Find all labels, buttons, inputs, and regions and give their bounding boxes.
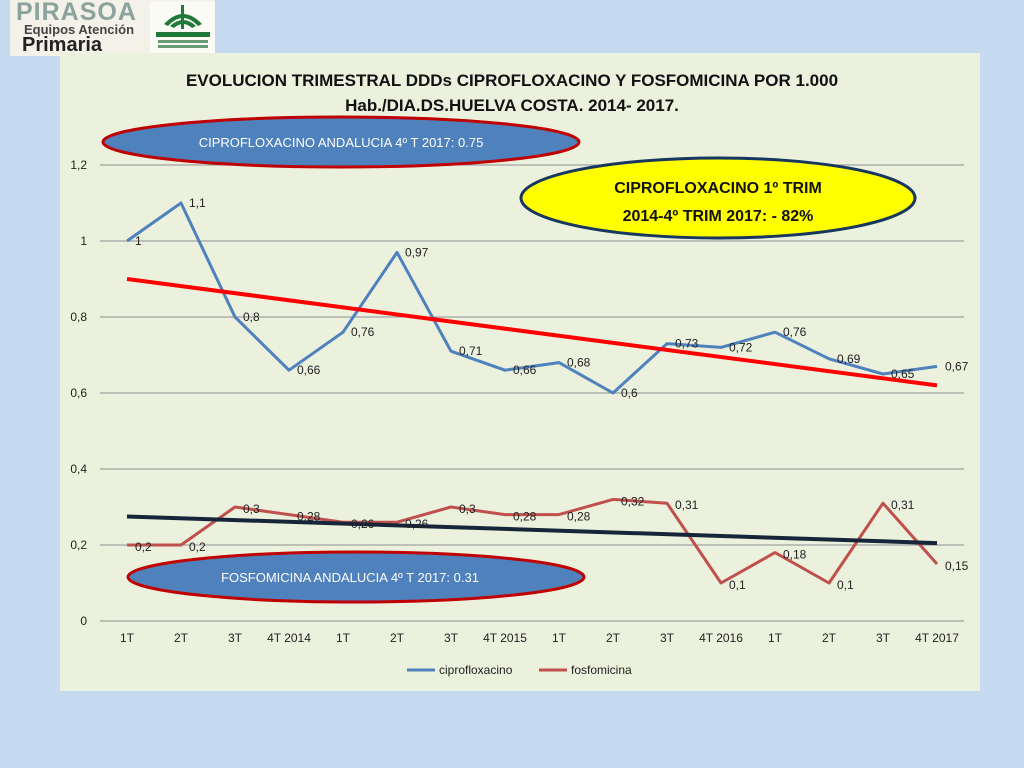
data-label: 0,15: [945, 559, 969, 573]
x-tick-label: 2T: [390, 631, 405, 645]
data-label: 0,28: [297, 510, 321, 524]
data-label: 0,66: [513, 363, 537, 377]
annotation-text-fosfo-andalucia: FOSFOMICINA ANDALUCIA 4º T 2017: 0.31: [221, 570, 479, 585]
pirasoa-logo: PIRASOA Equipos Atención Primaria: [10, 0, 215, 56]
x-tick-label: 3T: [660, 631, 675, 645]
data-labels: 1 1,1 0,8 0,66 0,76 0,97 0,71 0,66 0,68 0,6 0,73 0,…: [135, 196, 969, 592]
annotation-fosfo-andalucia: FOSFOMICINA ANDALUCIA 4º T 2017: 0.31: [126, 550, 586, 604]
x-tick-label: 4T 2017: [915, 631, 959, 645]
x-tick-label: 2T: [606, 631, 621, 645]
trendline-ciprofloxacino: [126, 277, 938, 388]
legend-label-fosfo: fosfomicina: [571, 663, 632, 677]
annotation-ellipse-cipro-andalucia: [101, 115, 581, 169]
y-tick-label: 0,8: [70, 310, 87, 324]
x-tick-label: 3T: [444, 631, 459, 645]
data-label: 0,6: [621, 386, 638, 400]
x-tick-label: 3T: [228, 631, 243, 645]
data-label: 0,1: [729, 578, 746, 592]
x-tick-label: 1T: [768, 631, 783, 645]
y-tick-label: 0: [80, 614, 87, 628]
y-tick-label: 0,6: [70, 386, 87, 400]
data-label: 0,26: [351, 517, 375, 531]
x-tick-label: 3T: [876, 631, 891, 645]
data-label: 0,28: [513, 510, 537, 524]
trendlines: [126, 277, 938, 546]
annotation-text-cipro-reduction-1: CIPROFLOXACINO 1º TRIM: [614, 180, 822, 197]
trendline-fosfomicina: [126, 514, 938, 546]
data-label: 0,73: [675, 337, 699, 351]
logo-equipos-text: Equipos Atención: [24, 22, 135, 37]
data-label: 0,28: [567, 510, 591, 524]
data-label: 0,31: [891, 498, 915, 512]
x-tick-label: 4T 2014: [267, 631, 311, 645]
chart-title: EVOLUCION TRIMESTRAL DDDs CIPROFLOXACINO…: [0, 68, 1024, 118]
annotation-text-cipro-reduction-2: 2014-4º TRIM 2017: - 82%: [623, 208, 814, 225]
data-label: 0,8: [243, 310, 260, 324]
annotation-text-cipro-andalucia: CIPROFLOXACINO ANDALUCIA 4º T 2017: 0.75: [199, 135, 484, 150]
x-axis-labels: 1T 2T 3T 4T 2014 1T 2T 3T 4T 2015 1T 2T 3T 4T 2016 1…: [120, 631, 959, 645]
chart-legend: ciprofloxacino fosfomicina: [407, 663, 632, 677]
data-label: 0,69: [837, 352, 861, 366]
y-tick-label: 1,2: [70, 158, 87, 172]
series-line-ciprofloxacino: [126, 201, 938, 395]
data-label: 0,3: [243, 502, 260, 516]
y-tick-label: 1: [80, 234, 87, 248]
data-label: 0,2: [135, 540, 152, 554]
data-label: 1,1: [189, 196, 206, 210]
series-layer: [126, 201, 939, 585]
data-label: 0,31: [675, 498, 699, 512]
data-label: 0,76: [783, 325, 807, 339]
legend-label-cipro: ciprofloxacino: [439, 663, 513, 677]
data-label: 0,18: [783, 548, 807, 562]
chart-title-line2: Hab./DIA.DS.HUELVA COSTA. 2014- 2017.: [345, 96, 679, 115]
junta-andalucia-seal: [150, 2, 215, 54]
x-tick-label: 4T 2016: [699, 631, 743, 645]
gridlines: [100, 164, 964, 622]
data-label: 0,1: [837, 578, 854, 592]
data-label: 0,76: [351, 325, 375, 339]
data-label: 0,71: [459, 344, 483, 358]
data-label: 0,3: [459, 502, 476, 516]
data-label: 0,72: [729, 340, 753, 354]
data-label: 0,66: [297, 363, 321, 377]
logo-primaria-text: Primaria: [22, 34, 103, 56]
data-label: 0,32: [621, 494, 645, 508]
annotation-cipro-reduction: CIPROFLOXACINO 1º TRIM 2014-4º TRIM 2017…: [519, 156, 917, 240]
y-tick-label: 0,2: [70, 538, 87, 552]
x-tick-label: 2T: [174, 631, 189, 645]
chart-title-line1: EVOLUCION TRIMESTRAL DDDs CIPROFLOXACINO…: [185, 71, 839, 90]
data-label: 0,65: [891, 367, 915, 381]
y-tick-label: 0,4: [70, 462, 87, 476]
annotation-cipro-andalucia: CIPROFLOXACINO ANDALUCIA 4º T 2017: 0.75: [101, 115, 581, 169]
x-tick-label: 4T 2015: [483, 631, 527, 645]
y-axis-labels: 0 0,2 0,4 0,6 0,8 1 1,2: [70, 158, 87, 628]
data-label: 0,97: [405, 245, 429, 259]
data-label: 0,67: [945, 359, 969, 373]
data-label: 0,2: [189, 540, 206, 554]
data-label: 0,26: [405, 517, 429, 531]
logo-pirasoa-text: PIRASOA: [16, 0, 137, 26]
data-label: 1: [135, 234, 142, 248]
data-label: 0,68: [567, 356, 591, 370]
x-tick-label: 1T: [120, 631, 135, 645]
annotation-ellipse-cipro-reduction: [519, 156, 917, 240]
x-tick-label: 1T: [336, 631, 351, 645]
annotation-ellipse-fosfo-andalucia: [126, 550, 586, 604]
x-tick-label: 1T: [552, 631, 567, 645]
series-line-fosfomicina: [127, 497, 939, 585]
x-tick-label: 2T: [822, 631, 837, 645]
